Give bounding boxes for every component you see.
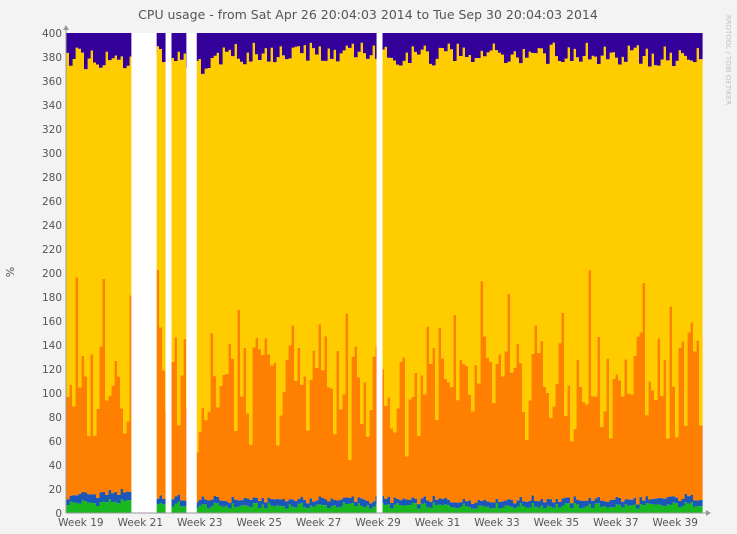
x-tick-label: Week 33 — [474, 517, 519, 529]
x-tick-label: Week 23 — [177, 517, 222, 529]
y-tick-label: 80 — [49, 412, 62, 424]
data-gap — [165, 33, 172, 513]
y-tick-label: 160 — [42, 316, 62, 328]
axes — [63, 25, 711, 516]
x-tick-label: Week 19 — [58, 517, 103, 529]
chart-title: CPU usage - from Sat Apr 26 20:04:03 201… — [138, 7, 598, 22]
y-axis-label: % — [4, 267, 17, 277]
x-tick-label: Week 27 — [296, 517, 341, 529]
y-tick-label: 40 — [49, 460, 62, 472]
y-tick-label: 0 — [55, 508, 62, 520]
y-tick-label: 220 — [42, 244, 62, 256]
y-tick-label: 300 — [42, 148, 62, 160]
y-tick-label: 380 — [42, 52, 62, 64]
data-gaps — [131, 33, 383, 513]
y-tick-label: 320 — [42, 124, 62, 136]
y-tick-label: 100 — [42, 388, 62, 400]
x-tick-label: Week 29 — [355, 517, 400, 529]
series-area-yellow — [66, 42, 703, 460]
data-gap — [131, 33, 157, 513]
series-areas — [66, 33, 703, 513]
y-tick-label: 260 — [42, 196, 62, 208]
x-tick-label: Week 25 — [236, 517, 281, 529]
x-tick-label: Week 35 — [534, 517, 579, 529]
rrdtool-side-label: RRDTOOL / TOBI OETIKER — [724, 15, 732, 105]
data-gap — [186, 33, 197, 513]
y-tick-label: 400 — [42, 28, 62, 40]
x-tick-label: Week 37 — [593, 517, 638, 529]
y-tick-label: 180 — [42, 292, 62, 304]
x-tick-label: Week 21 — [118, 517, 163, 529]
y-tick-label: 120 — [42, 364, 62, 376]
data-gap — [376, 33, 383, 513]
y-tick-label: 280 — [42, 172, 62, 184]
y-tick-label: 140 — [42, 340, 62, 352]
y-tick-label: 340 — [42, 100, 62, 112]
y-axis-arrow-icon — [63, 25, 69, 30]
x-axis-arrow-icon — [706, 510, 711, 516]
series-area-green — [66, 498, 703, 513]
y-tick-label: 200 — [42, 268, 62, 280]
series-area-blue — [66, 489, 703, 509]
y-tick-label: 20 — [49, 484, 62, 496]
y-tick-label: 360 — [42, 76, 62, 88]
x-tick-label: Week 39 — [653, 517, 698, 529]
y-tick-label: 60 — [49, 436, 62, 448]
x-tick-labels: Week 19 Week 21 Week 23 Week 25 Week 27 Week … — [58, 517, 698, 529]
series-area-indigo — [66, 33, 703, 74]
y-tick-label: 240 — [42, 220, 62, 232]
x-tick-label: Week 31 — [415, 517, 460, 529]
y-tick-labels: 0 20 40 60 80 100 120 140 160 180 200 220 240 260 280 3… — [42, 28, 62, 520]
